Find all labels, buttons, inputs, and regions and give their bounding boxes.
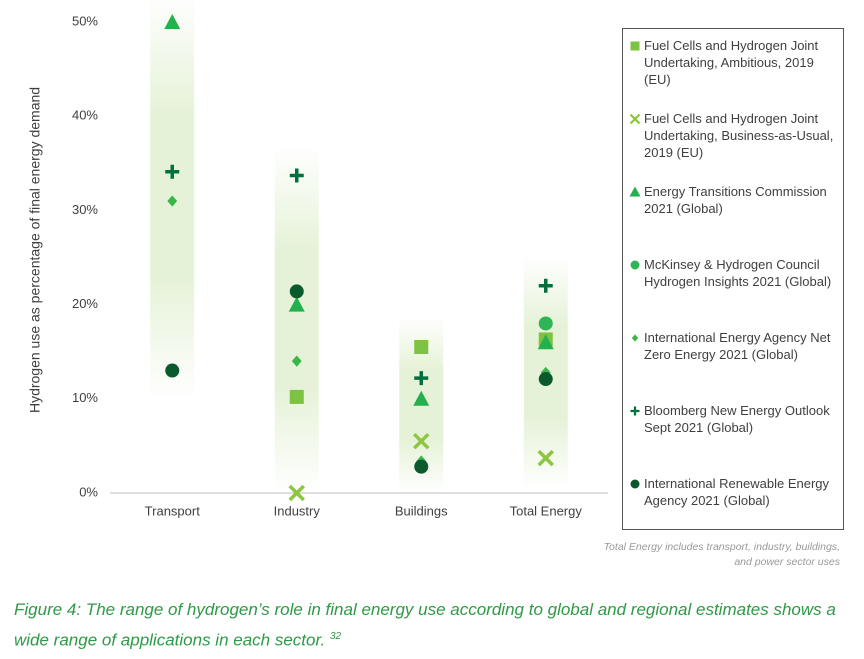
caption-text: Figure 4: The range of hydrogen’s role i… bbox=[14, 600, 836, 650]
legend-entry: Bloomberg New Energy Outlook Sept 2021 (… bbox=[629, 402, 841, 436]
data-point bbox=[413, 432, 430, 450]
data-point bbox=[289, 284, 304, 299]
marker-square bbox=[630, 41, 640, 51]
data-point bbox=[291, 355, 302, 367]
legend-label: McKinsey & Hydrogen Council Hydrogen Ins… bbox=[644, 257, 832, 289]
y-tick-label: 40% bbox=[72, 108, 98, 123]
data-point bbox=[288, 484, 305, 502]
marker-circle bbox=[630, 260, 640, 270]
legend-label: International Renewable Energy Agency 20… bbox=[644, 476, 830, 508]
legend-label: Bloomberg New Energy Outlook Sept 2021 (… bbox=[644, 403, 830, 435]
y-tick-label: 20% bbox=[72, 296, 98, 311]
data-point bbox=[288, 296, 305, 312]
legend-marker bbox=[629, 186, 641, 197]
marker-triangle bbox=[629, 186, 641, 197]
legend-marker bbox=[630, 260, 640, 270]
data-point bbox=[538, 278, 553, 293]
legend-entry: International Renewable Energy Agency 20… bbox=[629, 475, 841, 509]
range-band bbox=[274, 145, 319, 493]
data-point bbox=[413, 390, 430, 406]
data-point bbox=[289, 389, 304, 404]
data-point bbox=[538, 316, 553, 331]
data-point bbox=[167, 195, 178, 207]
marker-plus bbox=[630, 406, 640, 416]
legend-marker bbox=[630, 406, 640, 416]
data-point bbox=[537, 334, 554, 350]
legend-label: Fuel Cells and Hydrogen Joint Undertakin… bbox=[644, 38, 819, 87]
note: Total Energy includes transport, industr… bbox=[603, 541, 840, 568]
data-point bbox=[165, 164, 180, 179]
legend-marker bbox=[629, 113, 641, 125]
marker-diamond bbox=[631, 334, 639, 342]
marker-circle bbox=[630, 479, 640, 489]
data-point bbox=[414, 339, 429, 354]
footnote-ref: 32 bbox=[329, 631, 342, 642]
data-point bbox=[538, 372, 553, 387]
legend-marker bbox=[630, 41, 640, 51]
y-tick-label: 50% bbox=[72, 13, 98, 28]
data-point bbox=[165, 363, 180, 378]
legend-label: Energy Transitions Commission 2021 (Glob… bbox=[644, 184, 827, 216]
legend-entry: Fuel Cells and Hydrogen Joint Undertakin… bbox=[629, 110, 841, 161]
legend-entry: Energy Transitions Commission 2021 (Glob… bbox=[629, 183, 841, 217]
x-tick-label: Total Energy bbox=[510, 503, 583, 518]
y-axis-label: Hydrogen use as percentage of final ener… bbox=[27, 87, 43, 413]
data-point bbox=[414, 371, 429, 386]
legend-label: International Energy Agency Net Zero Ene… bbox=[644, 330, 831, 362]
legend-marker bbox=[631, 334, 639, 342]
legend-label: Fuel Cells and Hydrogen Joint Undertakin… bbox=[644, 111, 834, 160]
data-point bbox=[537, 449, 554, 467]
legend: Fuel Cells and Hydrogen Joint Undertakin… bbox=[622, 28, 844, 530]
y-tick-label: 30% bbox=[72, 202, 98, 217]
x-tick-label: Industry bbox=[274, 503, 321, 518]
chart: Hydrogen use as percentage of final ener… bbox=[27, 0, 608, 518]
marker-x bbox=[629, 113, 641, 125]
legend-entry: International Energy Agency Net Zero Ene… bbox=[629, 329, 841, 363]
x-tick-label: Buildings bbox=[395, 503, 448, 518]
y-tick-label: 10% bbox=[72, 390, 98, 405]
legend-entry: McKinsey & Hydrogen Council Hydrogen Ins… bbox=[629, 256, 841, 290]
y-tick-label: 0% bbox=[79, 484, 98, 499]
legend-marker bbox=[630, 479, 640, 489]
data-point bbox=[414, 459, 429, 474]
legend-entry: Fuel Cells and Hydrogen Joint Undertakin… bbox=[629, 37, 841, 88]
data-point bbox=[164, 14, 181, 29]
data-point bbox=[289, 168, 304, 183]
x-tick-label: Transport bbox=[145, 503, 201, 518]
caption: Figure 4: The range of hydrogen’s role i… bbox=[14, 596, 854, 654]
